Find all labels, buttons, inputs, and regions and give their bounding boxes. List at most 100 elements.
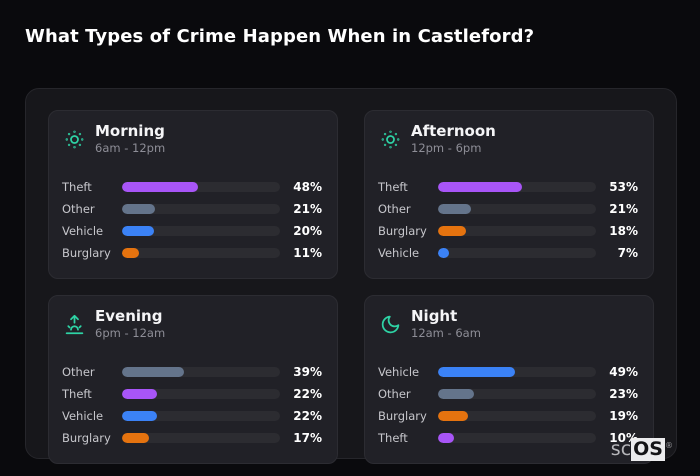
bar-track: [438, 248, 596, 258]
bar-value: 48%: [293, 180, 322, 194]
card-header-text: Evening 6pm - 12am: [95, 307, 166, 341]
bar-label: Theft: [378, 431, 408, 445]
bar-fill: [122, 433, 149, 443]
bar-fill: [438, 226, 467, 236]
card-title: Morning: [95, 122, 165, 140]
bar-row: Other 21%: [378, 198, 638, 220]
bar-value: 21%: [609, 202, 638, 216]
card-subtitle: 12pm - 6pm: [411, 141, 482, 155]
bar-track: [438, 433, 596, 443]
bar-fill: [122, 204, 156, 214]
bar-row: Vehicle 20%: [62, 220, 322, 242]
bar-list: Theft 48% Other 21% Vehicle 20% Burglary 11%: [62, 176, 322, 268]
card-title: Afternoon: [411, 122, 496, 140]
bar-track: [438, 182, 596, 192]
bar-value: 18%: [609, 224, 638, 238]
bar-label: Theft: [62, 387, 92, 401]
bar-fill: [122, 226, 154, 236]
bar-track: [122, 182, 280, 192]
bar-label: Other: [62, 202, 95, 216]
bar-label: Vehicle: [378, 365, 420, 379]
bar-fill: [438, 389, 475, 399]
bar-label: Theft: [62, 180, 92, 194]
bar-list: Theft 53% Other 21% Burglary 18% Vehicle 7%: [378, 176, 638, 268]
bar-row: Burglary 19%: [378, 405, 638, 427]
bar-row: Other 21%: [62, 198, 322, 220]
bar-value: 17%: [293, 431, 322, 445]
bar-track: [122, 433, 280, 443]
bar-value: 19%: [609, 409, 638, 423]
bar-value: 11%: [293, 246, 322, 260]
bar-row: Burglary 17%: [62, 427, 322, 449]
bar-value: 22%: [293, 409, 322, 423]
bar-fill: [438, 248, 450, 258]
card-header-text: Morning 6am - 12pm: [95, 122, 165, 156]
page-title: What Types of Crime Happen When in Castl…: [25, 26, 535, 47]
bar-value: 53%: [609, 180, 638, 194]
time-card-night: Night 12am - 6am Vehicle 49% Other 23% Burgl…: [364, 295, 654, 464]
bar-track: [438, 367, 596, 377]
bar-row: Theft 48%: [62, 176, 322, 198]
bar-list: Other 39% Theft 22% Vehicle 22% Burglary 17%: [62, 361, 322, 453]
bar-fill: [122, 389, 157, 399]
card-title: Evening: [95, 307, 163, 325]
card-title: Night: [411, 307, 458, 325]
bar-track: [122, 226, 280, 236]
bar-fill: [438, 204, 472, 214]
card-header: Evening 6pm - 12am: [62, 308, 322, 340]
sunrise-icon: [63, 313, 85, 335]
bar-fill: [122, 367, 184, 377]
bar-row: Other 39%: [62, 361, 322, 383]
card-subtitle: 12am - 6am: [411, 326, 481, 340]
bar-label: Vehicle: [62, 409, 104, 423]
bar-track: [122, 411, 280, 421]
bar-label: Burglary: [378, 409, 427, 423]
bar-track: [122, 389, 280, 399]
bar-list: Vehicle 49% Other 23% Burglary 19% Theft 10%: [378, 361, 638, 453]
time-period-grid: Morning 6am - 12pm Theft 48% Other 21% Vehic…: [48, 110, 654, 464]
sun-icon: [379, 128, 401, 150]
card-subtitle: 6pm - 12am: [95, 326, 166, 340]
card-header: Morning 6am - 12pm: [62, 123, 322, 155]
bar-label: Other: [62, 365, 95, 379]
bar-fill: [438, 367, 516, 377]
bar-fill: [122, 411, 157, 421]
bar-label: Vehicle: [62, 224, 104, 238]
bar-track: [438, 226, 596, 236]
bar-value: 49%: [609, 365, 638, 379]
bar-track: [438, 389, 596, 399]
card-header-text: Night 12am - 6am: [411, 307, 481, 341]
bar-value: 22%: [293, 387, 322, 401]
bar-label: Burglary: [378, 224, 427, 238]
bar-row: Burglary 18%: [378, 220, 638, 242]
bar-row: Vehicle 7%: [378, 242, 638, 264]
registered-mark: ®: [665, 441, 673, 450]
time-card-evening: Evening 6pm - 12am Other 39% Theft 22% Vehic…: [48, 295, 338, 464]
bar-fill: [438, 411, 469, 421]
bar-label: Vehicle: [378, 246, 420, 260]
bar-value: 23%: [609, 387, 638, 401]
bar-track: [122, 367, 280, 377]
bar-label: Other: [378, 202, 411, 216]
bar-track: [438, 204, 596, 214]
bar-label: Burglary: [62, 431, 111, 445]
bar-row: Theft 53%: [378, 176, 638, 198]
card-header: Afternoon 12pm - 6pm: [378, 123, 638, 155]
bar-value: 21%: [293, 202, 322, 216]
bar-fill: [122, 248, 140, 258]
crime-dashboard-panel: Morning 6am - 12pm Theft 48% Other 21% Vehic…: [25, 88, 677, 464]
bar-row: Vehicle 49%: [378, 361, 638, 383]
bar-track: [122, 248, 280, 258]
bar-fill: [438, 433, 454, 443]
scos-logo: sc OS ®: [611, 437, 673, 461]
sun-icon: [63, 128, 85, 150]
bar-row: Burglary 11%: [62, 242, 322, 264]
bar-value: 20%: [293, 224, 322, 238]
bar-fill: [438, 182, 522, 192]
card-header: Night 12am - 6am: [378, 308, 638, 340]
bar-fill: [122, 182, 198, 192]
bar-row: Theft 10%: [378, 427, 638, 449]
bar-label: Burglary: [62, 246, 111, 260]
bar-value: 10%: [609, 431, 638, 445]
bar-value: 7%: [617, 246, 638, 260]
